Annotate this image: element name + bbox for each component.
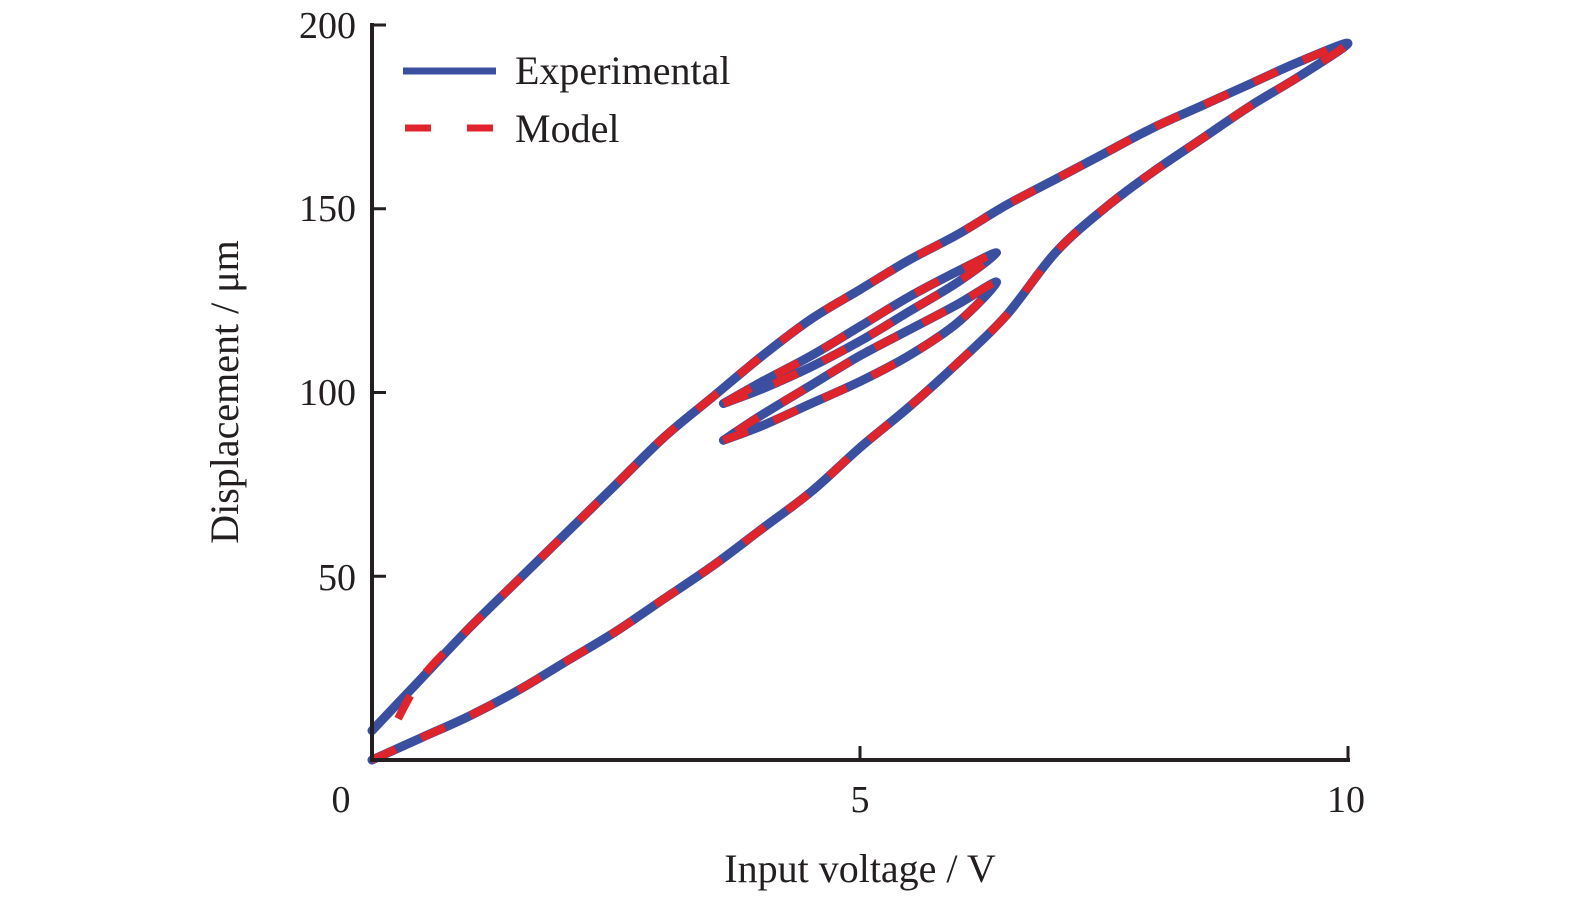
legend: Experimental Model xyxy=(403,48,730,151)
legend-label-experimental: Experimental xyxy=(515,48,730,93)
x-tick-label-5: 5 xyxy=(851,779,870,821)
legend-label-model: Model xyxy=(515,106,619,151)
y-tick-label-200: 200 xyxy=(299,5,356,47)
x-ticks xyxy=(858,746,1350,760)
series-experimental-inner-loop-1 xyxy=(718,248,1002,408)
series-model-outer-loop xyxy=(370,39,1352,764)
x-axis-title: Input voltage / V xyxy=(724,846,996,891)
x-tick-label-0: 0 xyxy=(332,779,351,821)
y-axis-title: Displacement / μm xyxy=(202,240,247,544)
y-ticks xyxy=(372,23,386,578)
x-tick-label-10: 10 xyxy=(1327,779,1365,821)
plot-series xyxy=(367,38,1353,765)
y-tick-label-100: 100 xyxy=(299,372,356,414)
y-tick-label-150: 150 xyxy=(299,188,356,230)
series-model xyxy=(370,39,1352,764)
series-experimental-inner-loop-2 xyxy=(718,277,1002,445)
y-tick-label-50: 50 xyxy=(318,557,356,599)
